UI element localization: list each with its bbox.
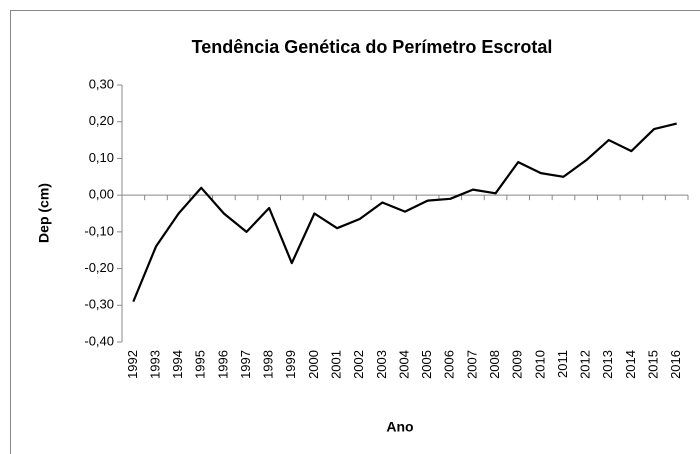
- x-tick-label: 2003: [374, 350, 389, 379]
- y-tick-label: -0,10: [84, 223, 114, 238]
- x-tick-label: 1994: [170, 350, 185, 379]
- x-tick-label: 2004: [396, 350, 411, 379]
- x-tick-label: 2001: [329, 350, 344, 379]
- x-tick-label: 2002: [351, 350, 366, 379]
- y-tick-label: 0,20: [89, 113, 114, 128]
- x-tick-label: 1998: [261, 350, 276, 379]
- x-tick-label: 2010: [532, 350, 547, 379]
- y-tick-label: -0,20: [84, 260, 114, 275]
- x-tick-label: 2013: [600, 350, 615, 379]
- y-tick-label: 0,10: [89, 150, 114, 165]
- y-tick-label: 0,00: [89, 187, 114, 202]
- y-tick-label: -0,30: [84, 297, 114, 312]
- x-tick-label: 2009: [510, 350, 525, 379]
- x-tick-label: 2014: [623, 350, 638, 379]
- x-tick-label: 2007: [464, 350, 479, 379]
- line: [132, 122, 677, 303]
- x-tick-label: 1997: [238, 350, 253, 379]
- y-axis-title: Dep (cm): [36, 183, 52, 243]
- chart-title: Tendência Genética do Perímetro Escrotal: [192, 37, 553, 57]
- x-tick-label: 2012: [578, 350, 593, 379]
- x-tick-label: 1996: [215, 350, 230, 379]
- y-tick-label: -0,40: [84, 333, 114, 348]
- x-tick-label: 1993: [147, 350, 162, 379]
- x-tick-label: 2005: [419, 350, 434, 379]
- x-tick-label: 1992: [125, 350, 140, 379]
- x-tick-label: 1995: [193, 350, 208, 379]
- x-tick-label: 1999: [283, 350, 298, 379]
- chart-border: [10, 10, 700, 454]
- x-tick-label: 2011: [555, 350, 570, 378]
- x-tick-label: 2008: [487, 350, 502, 379]
- x-tick-label: 2016: [668, 350, 683, 379]
- y-tick-label: 0,30: [89, 76, 114, 91]
- x-tick-label: 2006: [442, 350, 457, 379]
- x-tick-label: 2015: [645, 350, 660, 379]
- x-axis-title: Ano: [386, 419, 413, 435]
- x-tick-label: 2000: [306, 350, 321, 379]
